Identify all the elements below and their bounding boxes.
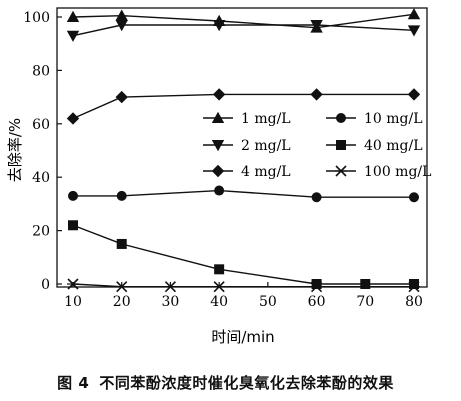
legend-label: 40 mg/L (364, 138, 423, 154)
caption-text: 不同苯酚浓度时催化臭氧化去除苯酚的效果 (99, 374, 394, 392)
legend-label: 4 mg/L (241, 164, 291, 180)
data-point-100mg-l (213, 281, 226, 293)
x-tick-label: 30 (162, 294, 180, 310)
data-point-100mg-l (310, 281, 323, 293)
legend-item-2mg-l: 2 mg/L (203, 138, 291, 154)
series-2mg-l (66, 20, 421, 42)
legend-label: 10 mg/L (364, 111, 423, 127)
series-line-100mg-l (72, 283, 414, 288)
data-point-10mg-l (409, 192, 419, 203)
x-tick-label: 70 (356, 294, 374, 310)
legend-item-40mg-l: 40 mg/L (326, 138, 423, 154)
legend-item-4mg-l: 4 mg/L (203, 164, 291, 180)
data-point-2mg-l (407, 25, 421, 37)
y-tick-label: 100 (23, 10, 50, 26)
x-tick-label: 50 (259, 294, 277, 310)
legend-label: 2 mg/L (241, 138, 291, 154)
series-10mg-l (68, 185, 419, 203)
data-point-4mg-l (310, 88, 323, 101)
data-point-4mg-l (66, 112, 80, 125)
caption-number: 图 4 (57, 374, 90, 392)
data-point-1mg-l (407, 8, 421, 20)
x-tick-label: 40 (210, 294, 228, 310)
x-tick-label: 80 (405, 294, 423, 310)
data-point-100mg-l (408, 281, 420, 293)
x-tick-label: 10 (64, 294, 82, 310)
legend-marker (336, 113, 346, 123)
y-tick-label: 0 (41, 277, 50, 293)
x-tick-label: 20 (113, 294, 131, 310)
data-point-2mg-l (212, 20, 226, 32)
data-point-40mg-l (360, 279, 371, 289)
data-point-100mg-l (115, 281, 128, 293)
legend-label: 100 mg/L (364, 164, 431, 180)
data-point-40mg-l (214, 264, 225, 275)
data-point-10mg-l (116, 190, 127, 201)
data-point-100mg-l (67, 278, 79, 290)
figure-caption: 图 4 不同苯酚浓度时催化臭氧化去除苯酚的效果 (0, 372, 461, 393)
series-layer (66, 8, 421, 293)
legend-marker (335, 165, 347, 177)
y-tick-label: 60 (32, 117, 50, 133)
legend-marker (336, 140, 346, 150)
data-point-40mg-l (311, 279, 322, 289)
data-point-100mg-l (164, 281, 177, 293)
legend-item-10mg-l: 10 mg/L (326, 111, 423, 127)
series-40mg-l (68, 220, 419, 289)
data-point-4mg-l (115, 90, 128, 104)
axes: 10 20 30 40 50 60 70 80 0 20 40 60 80 100 (23, 7, 428, 310)
legend-marker (211, 140, 225, 152)
data-point-10mg-l (311, 192, 322, 203)
data-point-40mg-l (68, 220, 78, 231)
legend-item-100mg-l: 100 mg/L (326, 164, 431, 180)
legend-marker (211, 111, 225, 123)
y-axis-label: 去除率/% (6, 118, 24, 182)
series-4mg-l (66, 88, 421, 125)
legend-marker (211, 164, 225, 178)
data-point-10mg-l (214, 185, 225, 196)
data-point-2mg-l (310, 20, 323, 32)
data-point-2mg-l (66, 30, 80, 42)
data-point-4mg-l (212, 88, 226, 101)
series-line-40mg-l (72, 224, 414, 285)
x-axis-label: 时间/min (211, 328, 274, 346)
y-tick-label: 40 (32, 170, 50, 186)
data-point-40mg-l (409, 279, 419, 289)
data-point-10mg-l (68, 190, 78, 201)
legend-item-1mg-l: 1 mg/L (203, 111, 291, 127)
data-point-4mg-l (407, 88, 421, 101)
y-tick-label: 80 (32, 63, 50, 79)
data-point-2mg-l (115, 20, 128, 32)
legend-label: 1 mg/L (241, 111, 291, 127)
data-point-40mg-l (116, 238, 127, 249)
series-100mg-l (67, 278, 420, 293)
legend: 1 mg/L 10 mg/L 2 mg/L 40 mg/L 4 mg/L 100 mg/L (203, 111, 431, 180)
data-point-1mg-l (115, 9, 128, 21)
data-point-1mg-l (66, 10, 80, 22)
x-tick-label: 60 (308, 294, 326, 310)
y-tick-label: 20 (32, 224, 50, 240)
